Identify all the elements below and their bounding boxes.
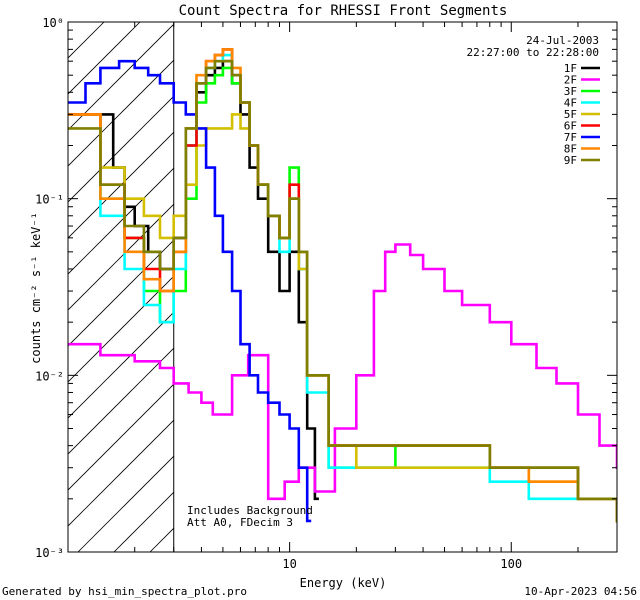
footer-date: 10-Apr-2023 04:56: [524, 585, 637, 598]
hatch-line: [68, 383, 174, 491]
hatch-line: [77, 455, 174, 552]
hatch-line: [68, 22, 105, 59]
annotation-background: Includes Background: [187, 504, 313, 517]
footer-generated: Generated by hsi_min_spectra_plot.pro: [2, 585, 247, 598]
hatch-line: [113, 491, 174, 552]
x-axis-label: Energy (keV): [300, 576, 387, 590]
series-4F: [68, 53, 617, 523]
legend-label-1F: 1F: [564, 62, 577, 75]
y-tick-label: 10⁰: [42, 16, 64, 30]
legend-label-6F: 6F: [564, 120, 577, 133]
time-range-label: 22:27:00 to 22:28:00: [467, 46, 599, 59]
plot-frame: [67, 21, 618, 553]
hatch-line: [68, 239, 174, 347]
series-8F: [68, 48, 617, 523]
series-5F: [68, 113, 617, 523]
x-tick-label: 10: [282, 557, 296, 571]
hatch-line: [68, 59, 174, 167]
y-tick-label: 10⁻³: [35, 546, 64, 560]
legend-label-8F: 8F: [564, 143, 577, 156]
hatch-line: [68, 23, 174, 131]
y-tick-label: 10⁻¹: [35, 193, 64, 207]
series-1F: [100, 59, 319, 501]
series-group: [68, 22, 617, 552]
legend-label-4F: 4F: [564, 97, 577, 110]
y-axis-label: counts cm⁻² s⁻¹ keV⁻¹: [29, 212, 43, 364]
legend-label-5F: 5F: [564, 108, 577, 121]
hatch-line: [68, 275, 174, 383]
hatch-line: [68, 95, 174, 203]
axis-ticks: 10 100 10⁻³ 10⁻² 10⁻¹ 10⁰: [35, 16, 618, 571]
x-tick-label: 100: [500, 557, 522, 571]
series-6F: [68, 48, 617, 523]
series-9F: [68, 59, 617, 523]
series-7F: [68, 59, 312, 523]
legend-label-2F: 2F: [564, 74, 577, 87]
annotation-attenuator: Att A0, FDecim 3: [187, 516, 293, 529]
series-2F: [68, 243, 617, 501]
legend-label-7F: 7F: [564, 131, 577, 144]
legend-label-9F: 9F: [564, 154, 577, 167]
hatch-line: [68, 203, 174, 311]
legend-label-3F: 3F: [564, 85, 577, 98]
hatch-line: [68, 419, 174, 527]
date-label: 24-Jul-2003: [526, 34, 599, 47]
y-tick-label: 10⁻²: [35, 369, 64, 383]
chart-title: Count Spectra for RHESSI Front Segments: [179, 3, 508, 19]
series-3F: [68, 66, 617, 501]
hatched-region: [68, 22, 174, 552]
